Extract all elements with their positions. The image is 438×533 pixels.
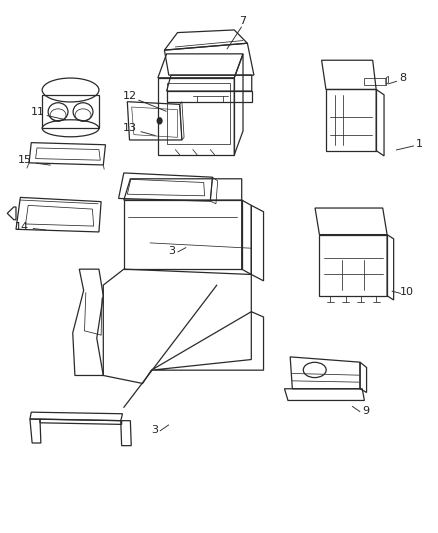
Text: 9: 9 xyxy=(362,406,369,416)
Text: 15: 15 xyxy=(18,155,32,165)
Text: 8: 8 xyxy=(399,73,406,83)
Circle shape xyxy=(156,117,162,125)
Text: 10: 10 xyxy=(400,287,414,297)
Text: 12: 12 xyxy=(123,91,137,101)
Text: 1: 1 xyxy=(416,139,423,149)
Text: 7: 7 xyxy=(240,16,247,26)
Text: 13: 13 xyxy=(123,123,137,133)
Text: 11: 11 xyxy=(31,107,45,117)
Text: 3: 3 xyxy=(168,246,175,255)
Text: 3: 3 xyxy=(151,425,158,435)
Text: 14: 14 xyxy=(14,222,29,232)
